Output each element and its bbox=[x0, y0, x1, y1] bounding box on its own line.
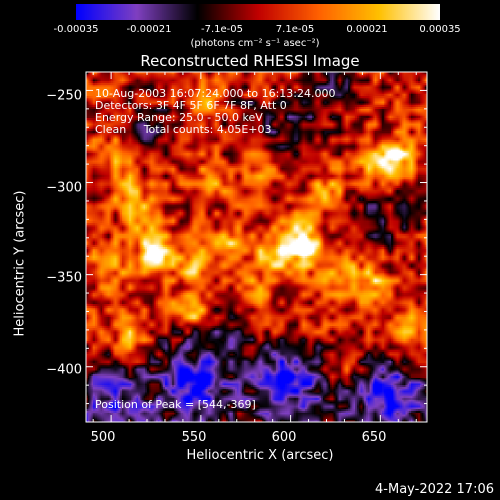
info-energy-range: Energy Range: 25.0 - 50.0 keV bbox=[95, 111, 263, 124]
info-detectors: Detectors: 3F 4F 5F 6F 7F 8F, Att 0 bbox=[95, 99, 287, 112]
colorbar-tick: -0.00021 bbox=[126, 24, 172, 35]
info-time-range: 10-Aug-2003 16:07:24.000 to 16:13:24.000 bbox=[95, 87, 336, 100]
x-tick-label: 500 bbox=[90, 430, 116, 445]
x-tick-label: 650 bbox=[361, 430, 387, 445]
footer-date: 4-May-2022 17:06 bbox=[375, 482, 494, 497]
y-tick-label: −300 bbox=[46, 180, 82, 196]
x-tick-labels: 500 550 600 650 bbox=[0, 430, 500, 450]
colorbar-tick: 7.1e-05 bbox=[275, 24, 315, 35]
x-tick-label: 550 bbox=[181, 430, 207, 445]
colorbar-tick: 0.00035 bbox=[419, 24, 461, 35]
peak-position-label: Position of Peak = [544,-369] bbox=[95, 398, 256, 411]
chart-title: Reconstructed RHESSI Image bbox=[140, 52, 360, 70]
colorbar bbox=[76, 4, 440, 20]
colorbar-tick: -7.1e-05 bbox=[201, 24, 243, 35]
y-tick-label: −350 bbox=[46, 270, 82, 286]
x-tick-label: 600 bbox=[271, 430, 297, 445]
colorbar-ticks: -0.00035 -0.00021 -7.1e-05 7.1e-05 0.000… bbox=[0, 0, 500, 40]
info-counts: Clean Total counts: 4.05E+03 bbox=[95, 123, 272, 136]
y-axis-label: Heliocentric Y (arcsec) bbox=[12, 190, 28, 337]
colorbar-tick: -0.00035 bbox=[53, 24, 99, 35]
y-tick-labels: −250 −300 −350 −400 bbox=[0, 0, 82, 500]
colorbar-units: (photons cm⁻² s⁻¹ asec⁻²) bbox=[190, 38, 320, 49]
x-axis-label: Heliocentric X (arcsec) bbox=[186, 448, 334, 463]
colorbar-tick: 0.00021 bbox=[346, 24, 388, 35]
y-tick-label: −400 bbox=[46, 362, 82, 378]
y-tick-label: −250 bbox=[46, 88, 82, 104]
